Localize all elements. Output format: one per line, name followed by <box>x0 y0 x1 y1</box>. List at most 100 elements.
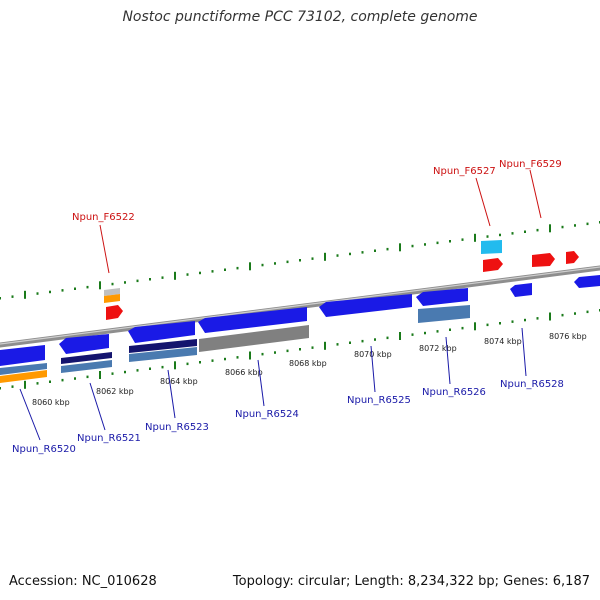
feature-orange-r6520[interactable] <box>0 370 47 383</box>
scale-dot <box>449 328 451 331</box>
scale-dot <box>536 317 539 320</box>
scale-dot <box>449 240 451 243</box>
feature-light-r6526[interactable] <box>418 305 470 323</box>
feature-cyan-f6527[interactable] <box>481 240 502 254</box>
scale-major-tick <box>249 262 251 271</box>
gene-label-f6522[interactable]: Npun_F6522 <box>72 212 135 223</box>
scale-dot <box>586 310 589 314</box>
reverse-scale-dots <box>0 309 600 390</box>
scale-dot <box>286 260 289 264</box>
forward-gene-labels: Npun_F6522 Npun_F6527 Npun_F6529 <box>72 159 562 274</box>
leader-line <box>445 336 451 385</box>
feature-orange-f6522[interactable] <box>104 294 120 303</box>
scale-major-tick <box>474 233 476 242</box>
gene-label-f6529[interactable]: Npun_F6529 <box>499 159 562 170</box>
cds-arrow-r6526[interactable] <box>416 288 468 306</box>
gene-label-r6523[interactable]: Npun_R6523 <box>145 422 209 433</box>
cds-arrow-r6525[interactable] <box>319 294 412 317</box>
tick-label: 8066 kbp <box>225 368 263 377</box>
scale-dot <box>61 378 64 382</box>
gene-label-r6521[interactable]: Npun_R6521 <box>77 433 141 444</box>
scale-dot <box>211 359 214 362</box>
scale-dot <box>224 268 226 271</box>
scale-major-tick <box>174 361 176 370</box>
scale-dot <box>436 241 439 245</box>
feature-grey-r6524[interactable] <box>199 325 309 352</box>
scale-dot <box>299 348 301 351</box>
leader-line <box>167 369 176 419</box>
scale-dot <box>136 279 139 283</box>
genome-backbone-highlight <box>0 266 600 345</box>
scale-dot <box>311 346 314 349</box>
scale-dot <box>186 273 189 276</box>
scale-dot <box>561 313 564 317</box>
scale-dot <box>261 352 264 356</box>
cds-arrow-r6520[interactable] <box>0 345 45 366</box>
scale-dot <box>49 290 51 294</box>
scale-dot <box>424 243 426 246</box>
cds-arrow-r6523[interactable] <box>128 321 195 343</box>
cds-arrow-f6529[interactable] <box>532 253 555 267</box>
accession-text: Accession: NC_010628 <box>9 574 157 589</box>
scale-dot <box>124 281 126 284</box>
scale-major-tick <box>399 332 401 340</box>
scale-dot <box>274 262 276 265</box>
cds-arrow-f6522[interactable] <box>106 305 123 320</box>
gene-label-f6527[interactable]: Npun_F6527 <box>433 166 496 177</box>
scale-dot <box>511 232 514 235</box>
scale-dot <box>524 318 526 322</box>
leader-line <box>529 169 542 219</box>
cds-arrow-r6528[interactable] <box>510 283 532 297</box>
scale-dot <box>586 222 589 226</box>
cds-arrow-right-edge[interactable] <box>574 275 600 288</box>
feature-dark-r6521[interactable] <box>61 352 112 364</box>
scale-dot <box>224 357 226 361</box>
scale-dot <box>74 377 76 380</box>
leader-line <box>475 177 491 227</box>
leader-line <box>89 382 106 431</box>
scale-dot <box>499 233 501 237</box>
feature-silver-f6522[interactable] <box>104 288 120 296</box>
gene-label-r6528[interactable]: Npun_R6528 <box>500 379 564 390</box>
gene-label-r6520[interactable]: Npun_R6520 <box>12 444 76 455</box>
feature-light-r6521[interactable] <box>61 360 112 373</box>
genome-summary-text: Topology: circular; Length: 8,234,322 bp… <box>232 574 590 589</box>
scale-dot <box>11 295 14 298</box>
reverse-feature-track <box>0 305 470 383</box>
cds-arrow-r6524[interactable] <box>198 307 307 333</box>
scale-dot <box>0 297 1 300</box>
scale-dot <box>161 365 164 369</box>
scale-dot <box>461 326 464 330</box>
feature-blue-r6520[interactable] <box>0 363 47 375</box>
forward-feature-track <box>104 240 579 320</box>
scale-major-tick <box>474 322 476 331</box>
scale-dot <box>374 338 376 341</box>
cds-arrow-r6521[interactable] <box>59 334 109 354</box>
scale-dot <box>436 330 439 333</box>
scale-dot <box>86 375 89 379</box>
scale-dot <box>424 331 426 335</box>
gene-label-r6525[interactable]: Npun_R6525 <box>347 395 411 406</box>
gene-label-r6526[interactable]: Npun_R6526 <box>422 387 486 398</box>
scale-dot <box>349 252 351 256</box>
cds-arrow-forward-small[interactable] <box>566 251 579 264</box>
scale-dot <box>349 341 351 344</box>
scale-dot <box>61 289 64 292</box>
tick-label: 8076 kbp <box>549 332 587 341</box>
scale-dot <box>361 339 364 343</box>
scale-dot <box>11 385 14 388</box>
feature-light-r6523[interactable] <box>129 347 197 362</box>
cds-arrow-f6527[interactable] <box>483 258 503 272</box>
tick-label: 8068 kbp <box>289 359 327 368</box>
reverse-cds-track <box>0 275 600 366</box>
tick-label: 8064 kbp <box>160 377 198 386</box>
feature-dark-r6523[interactable] <box>129 339 197 353</box>
scale-major-tick <box>399 243 401 252</box>
gene-label-r6524[interactable]: Npun_R6524 <box>235 409 299 420</box>
scale-dot <box>311 257 314 260</box>
scale-dot <box>86 285 89 289</box>
scale-dot <box>149 278 151 281</box>
scale-dot <box>74 287 76 290</box>
scale-dot <box>461 238 464 241</box>
